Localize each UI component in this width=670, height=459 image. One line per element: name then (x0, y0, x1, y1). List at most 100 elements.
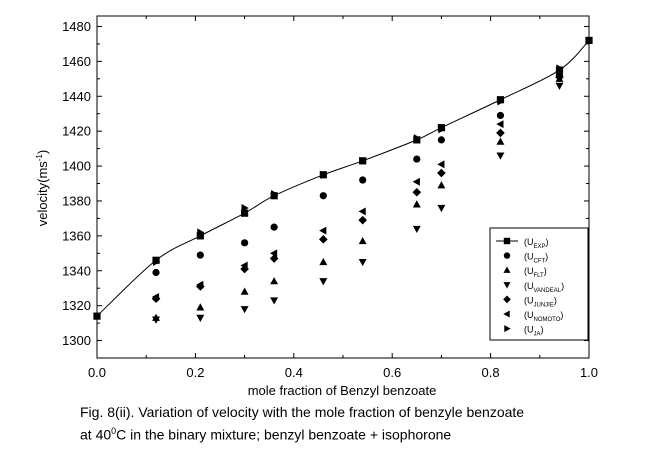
point-cft (413, 155, 421, 163)
legend-marker (503, 237, 511, 245)
caption-line-1: Fig. 8(ii). Variation of velocity with t… (80, 404, 525, 420)
point-exp (196, 232, 204, 240)
point-nomoto (196, 280, 204, 289)
y-tick-label: 1420 (62, 124, 91, 139)
point-junjie (437, 168, 446, 178)
legend-label-sub: EXP (534, 244, 546, 250)
point-vandeal (240, 306, 249, 314)
point-vandeal (196, 314, 205, 323)
legend-label-main: (U (524, 325, 534, 335)
y-tick-label: 1380 (62, 193, 91, 208)
y-axis-label-end: ) (35, 150, 50, 154)
caption-line-2b: C in the binary mixture; benzyl benzoate… (116, 426, 452, 443)
legend-marker (503, 282, 511, 289)
legend-label-close: ) (560, 310, 563, 320)
legend-entry-cft: (UCFT) (503, 252, 548, 265)
point-cft (270, 223, 278, 231)
point-vandeal (319, 278, 328, 286)
legend-label-sub: NOMOTO (534, 317, 561, 323)
legend-label-main: (U (524, 281, 534, 291)
y-tick-label: 1340 (62, 263, 91, 278)
y-tick-label: 1360 (62, 228, 91, 243)
point-junjie (319, 235, 328, 244)
y-tick-label: 1480 (62, 19, 91, 34)
point-ja (359, 156, 367, 165)
legend-label-main: (U (524, 310, 534, 320)
legend-label: (UNOMOTO) (524, 310, 563, 323)
legend-marker (504, 325, 511, 333)
point-flt (240, 287, 249, 295)
point-vandeal (412, 225, 421, 234)
x-tick-label: 0.0 (88, 365, 106, 380)
y-tick-label: 1400 (62, 159, 91, 174)
legend-label: (UEXP) (524, 237, 549, 250)
legend-label-close: ) (546, 237, 549, 247)
point-cft (152, 268, 160, 277)
point-nomoto (151, 292, 160, 301)
point-nomoto (437, 160, 445, 169)
y-tick-label: 1460 (62, 54, 91, 69)
point-ja (556, 64, 564, 73)
legend-label-main: (U (524, 266, 534, 276)
legend-label-main: (U (524, 252, 534, 262)
point-ja (320, 170, 328, 179)
legend-marker (503, 295, 511, 304)
point-ja (271, 190, 279, 198)
point-cft (437, 136, 445, 144)
point-vandeal (358, 258, 367, 267)
point-ja (413, 134, 421, 143)
point-vandeal (437, 204, 446, 213)
point-flt (437, 181, 446, 189)
point-flt (319, 257, 328, 266)
point-nomoto (240, 261, 248, 270)
point-ja (438, 125, 446, 134)
y-axis-label: velocity(ms-1) (35, 150, 50, 226)
point-nomoto (358, 207, 366, 216)
legend-label-close: ) (554, 295, 557, 305)
legend-label-sub: VANDEAL (534, 288, 562, 294)
point-vandeal (270, 297, 279, 305)
legend-entry-flt: (UFLT) (503, 266, 547, 279)
legend-label: (UJUNJIE) (524, 295, 557, 308)
figure-caption: Fig. 8(ii). Variation of velocity with t… (80, 403, 660, 445)
data-points (93, 36, 593, 324)
point-vandeal (496, 152, 505, 160)
legend-label: (UCFT) (524, 252, 548, 265)
legend-label-sub: CFT (534, 259, 546, 265)
point-junjie (496, 128, 505, 138)
point-vandeal (555, 82, 564, 90)
y-axis-label-sup: -1 (35, 154, 44, 162)
x-tick-label: 0.2 (186, 365, 204, 380)
legend-label-close: ) (561, 281, 564, 291)
point-nomoto (496, 120, 504, 129)
x-tick-label: 0.8 (482, 365, 500, 380)
x-tick-label: 0.6 (383, 365, 401, 380)
point-flt (496, 137, 505, 145)
legend-label-close: ) (541, 325, 544, 335)
caption-degree-sup: 0 (111, 426, 117, 436)
point-flt (270, 277, 279, 285)
y-tick-label: 1300 (62, 333, 91, 348)
legend-label-close: ) (544, 266, 547, 276)
x-axis-label: mole fraction of Benzyl benzoate (248, 383, 437, 398)
x-tick-label: 0.4 (285, 365, 303, 380)
point-ja (197, 228, 205, 237)
point-flt (412, 200, 421, 208)
series-ja (152, 64, 564, 266)
point-junjie (358, 215, 367, 225)
point-junjie (269, 254, 279, 263)
chart: 0.0 0.2 0.4 0.6 0.8 1.0 130013201340136013801… (35, 15, 598, 398)
x-axis: 0.0 0.2 0.4 0.6 0.8 1.0 (88, 16, 598, 380)
point-flt (358, 236, 367, 245)
legend-entry-vandeal: (UVANDEAL) (503, 281, 564, 294)
legend-marker (503, 252, 511, 259)
point-cft (319, 192, 327, 200)
legend-entry-nomoto: (UNOMOTO) (503, 310, 563, 323)
legend-marker (503, 266, 511, 273)
legend-marker (503, 310, 510, 318)
point-cft (496, 111, 505, 120)
point-ja (152, 258, 161, 266)
point-nomoto (412, 177, 420, 186)
point-cft (241, 239, 249, 247)
point-junjie (555, 72, 564, 82)
